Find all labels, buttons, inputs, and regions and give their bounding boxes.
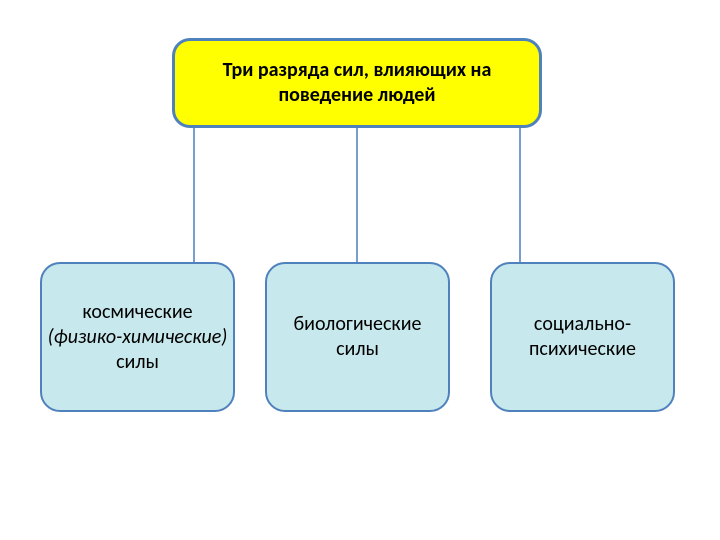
root-node: Три разряда сил, влияющих на поведение л… [172, 38, 542, 128]
child1-line2: (физико-химические) [48, 325, 228, 349]
child2-line1: биологические [294, 312, 422, 336]
child-node-social: социально- психические [490, 262, 675, 412]
child3-text: социально- психические [529, 312, 636, 362]
child3-line2: психические [529, 337, 636, 361]
child2-text: биологические силы [294, 312, 422, 362]
root-node-label: Три разряда сил, влияющих на поведение л… [203, 58, 511, 108]
child2-line2: силы [336, 337, 379, 361]
child3-line1: социально- [534, 312, 631, 336]
child1-line1: космические [82, 300, 192, 324]
child1-text: космические (физико-химические) силы [42, 300, 233, 375]
child-node-cosmic: космические (физико-химические) силы [40, 262, 235, 412]
child-node-biological: биологические силы [265, 262, 450, 412]
child1-line3: силы [116, 350, 159, 374]
